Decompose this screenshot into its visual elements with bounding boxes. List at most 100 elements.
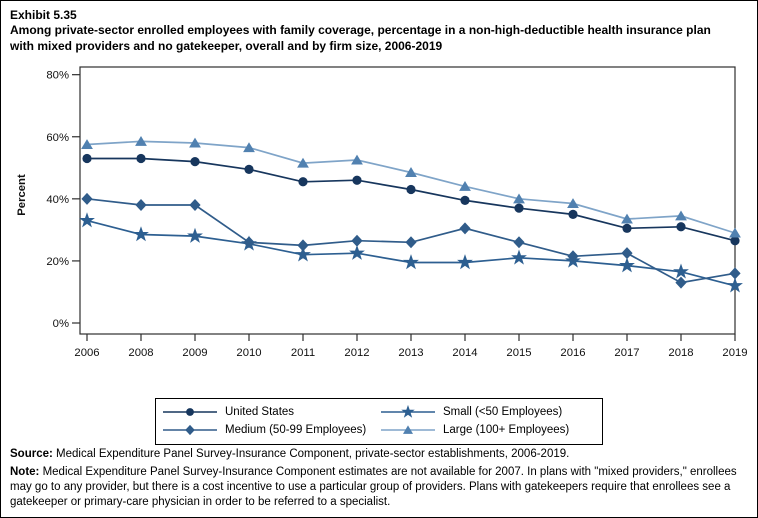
data-point-circle xyxy=(514,203,524,213)
note-label: Note: xyxy=(10,466,40,478)
data-point-circle xyxy=(244,164,254,174)
data-point-diamond xyxy=(351,234,363,247)
data-point-triangle xyxy=(297,157,309,168)
data-point-star xyxy=(401,405,415,418)
united-states-line-marker-icon xyxy=(163,408,217,416)
source-text: Medical Expenditure Panel Survey-Insuran… xyxy=(52,448,570,460)
x-tick-label: 2012 xyxy=(344,347,369,359)
medium-firm-diamond-marker-icon xyxy=(163,424,217,436)
x-tick-label: 2008 xyxy=(128,347,153,359)
data-point-star xyxy=(295,246,311,262)
data-point-triangle xyxy=(729,227,741,238)
large-firm-triangle-marker-icon xyxy=(381,425,435,434)
legend-label: Medium (50-99 Employees) xyxy=(225,424,367,436)
x-tick-label: 2018 xyxy=(668,347,693,359)
data-point-diamond xyxy=(189,199,201,212)
source-label: Source: xyxy=(10,448,53,460)
data-point-diamond xyxy=(459,222,471,235)
data-point-star xyxy=(511,249,527,265)
x-tick-label: 2010 xyxy=(236,347,261,359)
data-point-star xyxy=(727,277,743,293)
data-point-circle xyxy=(136,153,146,164)
legend-item-large: Large (100+ Employees) xyxy=(380,423,592,437)
legend-item-small: Small (<50 Employees) xyxy=(380,405,592,419)
data-point-circle xyxy=(82,153,92,164)
data-point-diamond xyxy=(81,192,93,205)
x-tick-label: 2017 xyxy=(614,347,639,359)
data-point-diamond xyxy=(297,239,309,252)
data-point-star xyxy=(673,263,689,279)
footer: Source: Medical Expenditure Panel Survey… xyxy=(10,447,748,510)
data-point-circle xyxy=(460,195,470,205)
data-point-circle xyxy=(190,156,200,167)
data-point-diamond xyxy=(135,199,147,212)
data-point-diamond xyxy=(675,276,687,289)
data-point-triangle xyxy=(189,137,201,148)
x-tick-label: 2016 xyxy=(560,347,585,359)
data-point-triangle xyxy=(405,167,417,177)
x-tick-label: 2014 xyxy=(452,347,477,359)
data-point-star xyxy=(457,254,473,270)
data-point-star xyxy=(133,226,149,242)
x-tick-label: 2011 xyxy=(291,347,315,359)
data-point-diamond xyxy=(729,267,741,280)
title-block: Exhibit 5.35 Among private-sector enroll… xyxy=(10,7,743,54)
y-tick-label: 80% xyxy=(46,70,69,82)
exhibit-number: Exhibit 5.35 xyxy=(10,8,77,22)
x-tick-label: 2009 xyxy=(182,347,207,359)
y-tick-label: 20% xyxy=(46,256,69,268)
plot-svg: 0% 20% 40% 60% 80% 2006 2008 2009 2010 2011 2012 20… xyxy=(16,66,748,359)
y-tick-label: 0% xyxy=(53,318,69,330)
data-point-circle xyxy=(730,236,740,246)
data-point-star xyxy=(187,227,203,243)
data-point-circle xyxy=(406,184,416,195)
data-point-triangle xyxy=(567,198,579,208)
y-axis-title: Percent xyxy=(16,174,28,216)
data-point-circle xyxy=(568,209,578,219)
data-point-triangle xyxy=(81,139,93,150)
data-point-triangle xyxy=(351,154,363,165)
data-point-circle xyxy=(298,177,308,187)
x-tick-label: 2019 xyxy=(722,347,747,359)
data-point-circle xyxy=(186,408,194,416)
data-point-star xyxy=(349,244,365,260)
data-point-triangle xyxy=(513,193,525,204)
chart-title: Among private-sector enrolled employees … xyxy=(10,23,711,53)
data-point-triangle xyxy=(621,213,633,224)
data-point-triangle xyxy=(135,136,147,146)
legend-label: Large (100+ Employees) xyxy=(443,424,570,436)
data-point-diamond xyxy=(243,236,255,249)
data-point-triangle xyxy=(459,181,471,191)
series-line xyxy=(86,219,736,287)
data-point-triangle xyxy=(675,210,687,221)
data-point-circle xyxy=(676,222,686,232)
data-point-diamond xyxy=(405,236,417,249)
data-point-star xyxy=(403,254,419,270)
data-point-star xyxy=(79,212,95,228)
legend-label: Small (<50 Employees) xyxy=(443,406,563,418)
y-tick-label: 60% xyxy=(46,132,69,144)
data-point-star xyxy=(619,257,635,273)
y-tick-label: 40% xyxy=(46,194,69,206)
note-line: Note: Medical Expenditure Panel Survey-I… xyxy=(10,465,748,510)
x-tick-label: 2015 xyxy=(506,347,531,359)
data-point-triangle xyxy=(402,425,414,434)
x-tick-label: 2013 xyxy=(398,347,423,359)
legend-item-medium: Medium (50-99 Employees) xyxy=(162,423,380,437)
data-point-circle xyxy=(352,175,362,185)
source-line: Source: Medical Expenditure Panel Survey… xyxy=(10,447,748,462)
plot-frame xyxy=(79,66,736,335)
data-point-circle xyxy=(622,223,632,233)
small-firm-star-marker-icon xyxy=(381,405,435,418)
legend-label: United States xyxy=(225,406,295,418)
legend-item-united-states: United States xyxy=(162,405,380,419)
note-text: Medical Expenditure Panel Survey-Insuran… xyxy=(10,466,737,508)
data-point-triangle xyxy=(243,142,255,153)
x-tick-label: 2006 xyxy=(74,347,99,359)
legend: United States Small (<50 Employees) Medi… xyxy=(155,398,603,445)
data-point-diamond xyxy=(621,247,633,260)
data-point-diamond xyxy=(567,250,579,263)
data-point-diamond xyxy=(185,424,195,436)
data-point-diamond xyxy=(513,236,525,249)
